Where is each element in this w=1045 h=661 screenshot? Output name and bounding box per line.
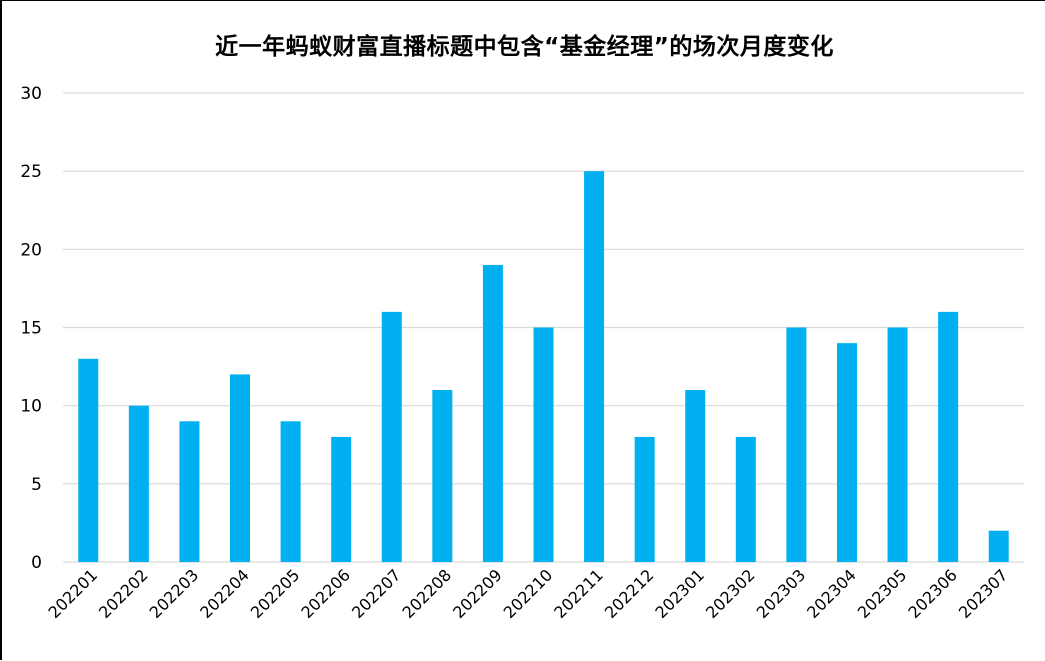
x-tick-label: 202306: [904, 565, 961, 622]
bars: [78, 171, 1009, 562]
x-tick-label: 202203: [146, 565, 203, 622]
y-tick-label: 15: [20, 319, 42, 339]
x-tick-label: 202210: [500, 565, 557, 622]
x-tick-label: 202302: [702, 565, 759, 622]
chart-title: 近一年蚂蚁财富直播标题中包含“基金经理”的场次月度变化: [215, 34, 834, 60]
x-tick-label: 202205: [247, 565, 304, 622]
bar-202211: [584, 171, 605, 562]
x-tick-label: 202206: [297, 565, 354, 622]
y-tick-label: 20: [20, 240, 42, 260]
x-tick-label: 202209: [449, 565, 506, 622]
bar-202306: [938, 311, 959, 562]
x-tick-label: 202201: [44, 565, 101, 622]
y-axis-ticks: 0 5 10 15 20 25 30: [20, 84, 42, 573]
bar-202204: [230, 374, 251, 562]
x-tick-label: 202211: [550, 565, 607, 622]
bar-202304: [836, 343, 857, 562]
bar-202207: [381, 311, 402, 562]
bar-202210: [533, 327, 554, 562]
bar-202208: [432, 390, 453, 562]
y-tick-label: 0: [31, 553, 42, 573]
x-axis-ticks: 2022012022022022032022042022052022062022…: [44, 565, 1011, 622]
x-tick-label: 202204: [196, 565, 253, 622]
x-tick-label: 202301: [651, 565, 708, 622]
y-tick-label: 10: [20, 397, 42, 417]
bar-202205: [280, 421, 301, 562]
x-tick-label: 202208: [399, 565, 456, 622]
bar-202305: [887, 327, 908, 562]
bar-202206: [331, 436, 352, 562]
bar-202202: [128, 405, 149, 562]
bar-202203: [179, 421, 200, 562]
y-tick-label: 30: [20, 84, 42, 104]
x-tick-label: 202304: [803, 565, 860, 622]
x-tick-label: 202202: [95, 565, 152, 622]
x-tick-label: 202303: [753, 565, 810, 622]
bar-202307: [988, 530, 1009, 562]
bar-202301: [685, 390, 706, 562]
x-tick-label: 202305: [854, 565, 911, 622]
x-tick-label: 202307: [955, 565, 1012, 622]
bar-202302: [735, 436, 756, 562]
bar-202303: [786, 327, 807, 562]
y-tick-label: 5: [31, 475, 42, 495]
bar-202212: [634, 436, 655, 562]
x-tick-label: 202212: [601, 565, 658, 622]
bar-202209: [482, 264, 503, 562]
x-tick-label: 202207: [348, 565, 405, 622]
bar-202201: [78, 358, 99, 562]
y-tick-label: 25: [20, 162, 42, 182]
